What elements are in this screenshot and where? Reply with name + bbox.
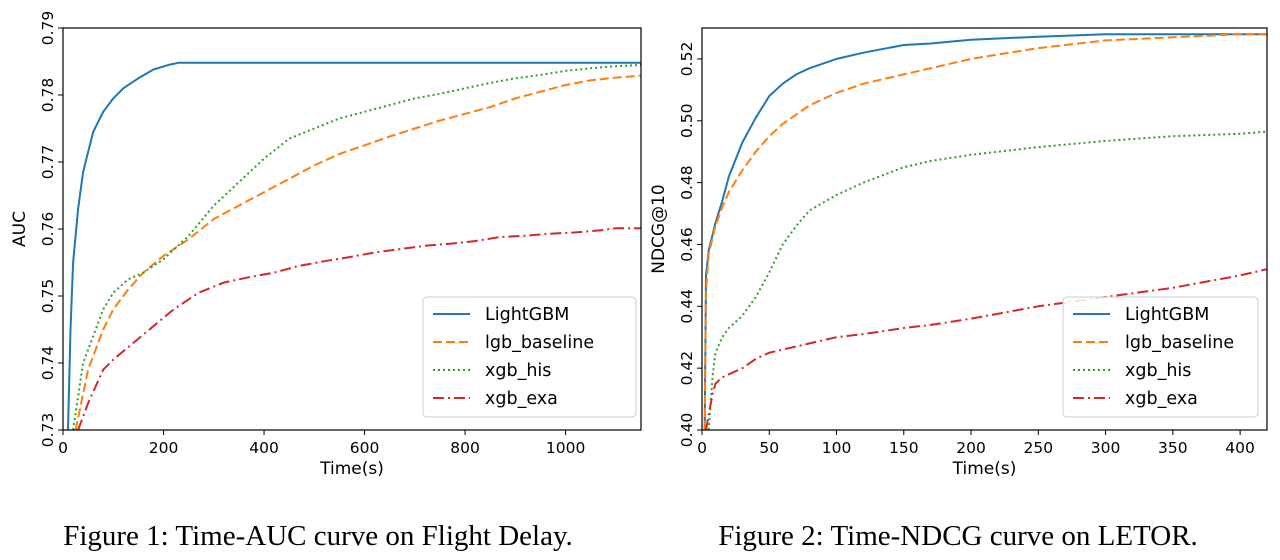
legend-label-LightGBM: LightGBM (1125, 305, 1209, 325)
x-tick-label: 200 (149, 439, 179, 457)
x-tick-label: 400 (249, 439, 279, 457)
series-line-xgb_his (72, 63, 641, 430)
y-tick-label: 0.73 (39, 413, 57, 448)
y-tick-label: 0.50 (678, 104, 696, 139)
y-tick-label: 0.48 (678, 165, 696, 200)
x-tick-label: 400 (1225, 439, 1255, 457)
legend-label-xgb_exa: xgb_exa (1125, 389, 1198, 409)
x-tick-label: 0 (58, 439, 68, 457)
x-tick-label: 600 (350, 439, 380, 457)
chart-time-auc: 0 200 400 600 800 1000 0.73 0.74 0.75 0.76 0.77 0.7… (10, 11, 642, 479)
series-line-LightGBM (67, 61, 641, 430)
y-axis-label: NDCG@10 (649, 184, 669, 273)
legend-label-xgb_exa: xgb_exa (485, 389, 558, 409)
x-tick-label: 300 (1091, 439, 1121, 457)
legend-label-xgb_his: xgb_his (485, 361, 551, 381)
y-tick-label: 0.77 (39, 145, 57, 180)
chart-time-ndcg: 0 50 100 150 200 250 300 350 400 0.40 0.42 0.44 0.46… (649, 27, 1268, 479)
figure-1-caption: Figure 1: Time-AUC curve on Flight Delay… (63, 520, 573, 552)
y-tick-label: 0.40 (678, 413, 696, 448)
x-tick-label: 150 (889, 439, 919, 457)
y-tick-label: 0.52 (678, 42, 696, 77)
legend-label-LightGBM: LightGBM (485, 305, 569, 325)
x-tick-label: 100 (822, 439, 852, 457)
plot-frame (701, 27, 1268, 431)
x-tick-label: 200 (956, 439, 986, 457)
y-axis-label: AUC (10, 211, 30, 247)
x-tick-label: 1000 (546, 439, 585, 457)
y-tick-label: 0.76 (39, 212, 57, 247)
legend: LightGBM lgb_baseline xgb_his xgb_exa (422, 296, 637, 418)
legend-label-lgb_baseline: lgb_baseline (1125, 333, 1234, 353)
y-tick-label: 0.74 (39, 346, 57, 381)
legend-box (1062, 296, 1259, 418)
series-line-xgb_exa (77, 227, 641, 430)
x-tick-label: 50 (759, 439, 779, 457)
y-tick-label: 0.79 (39, 11, 57, 46)
y-tick-label: 0.42 (678, 351, 696, 386)
series-group (703, 33, 1267, 430)
legend-box (422, 296, 637, 418)
x-axis-label: Time(s) (319, 459, 384, 479)
x-tick-label: 250 (1024, 439, 1054, 457)
series-line-lgb_baseline (74, 74, 641, 430)
x-axis-label: Time(s) (952, 459, 1017, 479)
figure-2-caption: Figure 2: Time-NDCG curve on LETOR. (718, 520, 1198, 552)
x-tick-label: 0 (697, 439, 707, 457)
x-tick-label: 350 (1158, 439, 1188, 457)
y-tick-label: 0.44 (678, 289, 696, 324)
series-line-LightGBM (703, 33, 1267, 430)
legend: LightGBM lgb_baseline xgb_his xgb_exa (1062, 296, 1259, 418)
series-group (67, 61, 641, 430)
y-tick-label: 0.78 (39, 78, 57, 113)
x-tick-label: 800 (450, 439, 480, 457)
y-tick-label: 0.46 (678, 227, 696, 262)
series-line-lgb_baseline (703, 33, 1267, 430)
legend-label-lgb_baseline: lgb_baseline (485, 333, 594, 353)
legend-label-xgb_his: xgb_his (1125, 361, 1191, 381)
y-tick-label: 0.75 (39, 279, 57, 314)
series-line-xgb_exa (705, 268, 1267, 430)
